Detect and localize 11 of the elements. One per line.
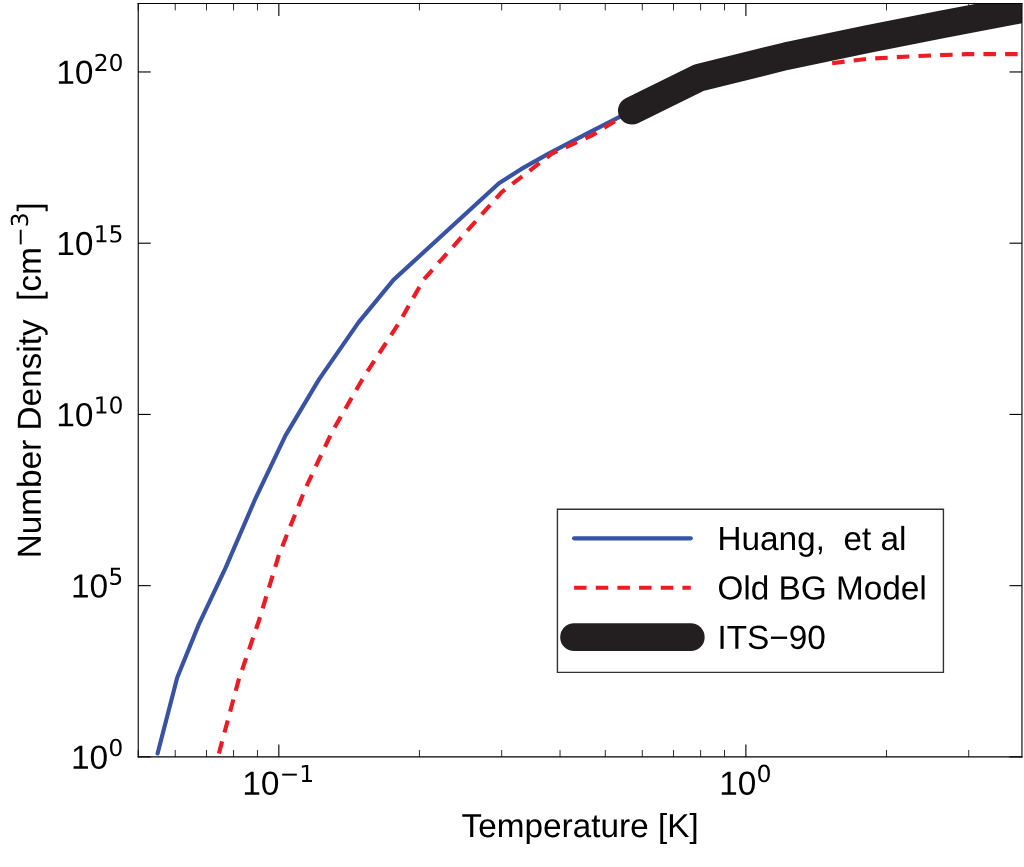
y-tick-label: 10$^{20}$ xyxy=(58,53,122,85)
y-tick-label: 10$^{15}$ xyxy=(58,225,122,256)
legend-label: Old BG Model xyxy=(719,575,925,600)
x-axis-title: Temperature [K] xyxy=(462,812,697,845)
y-axis-title: Number Density [cm$^{−3}$] xyxy=(10,204,48,556)
legend-label: ITS−90 xyxy=(720,625,825,650)
y-tick-label: 10$^{5}$ xyxy=(73,567,122,598)
x-tick-label: 10$^{−1}$ xyxy=(244,764,312,796)
y-tick-label: 10$^{10}$ xyxy=(58,396,122,427)
y-tick-label: 10$^{0}$ xyxy=(73,738,122,770)
legend-label: Huang, et al xyxy=(720,525,905,557)
